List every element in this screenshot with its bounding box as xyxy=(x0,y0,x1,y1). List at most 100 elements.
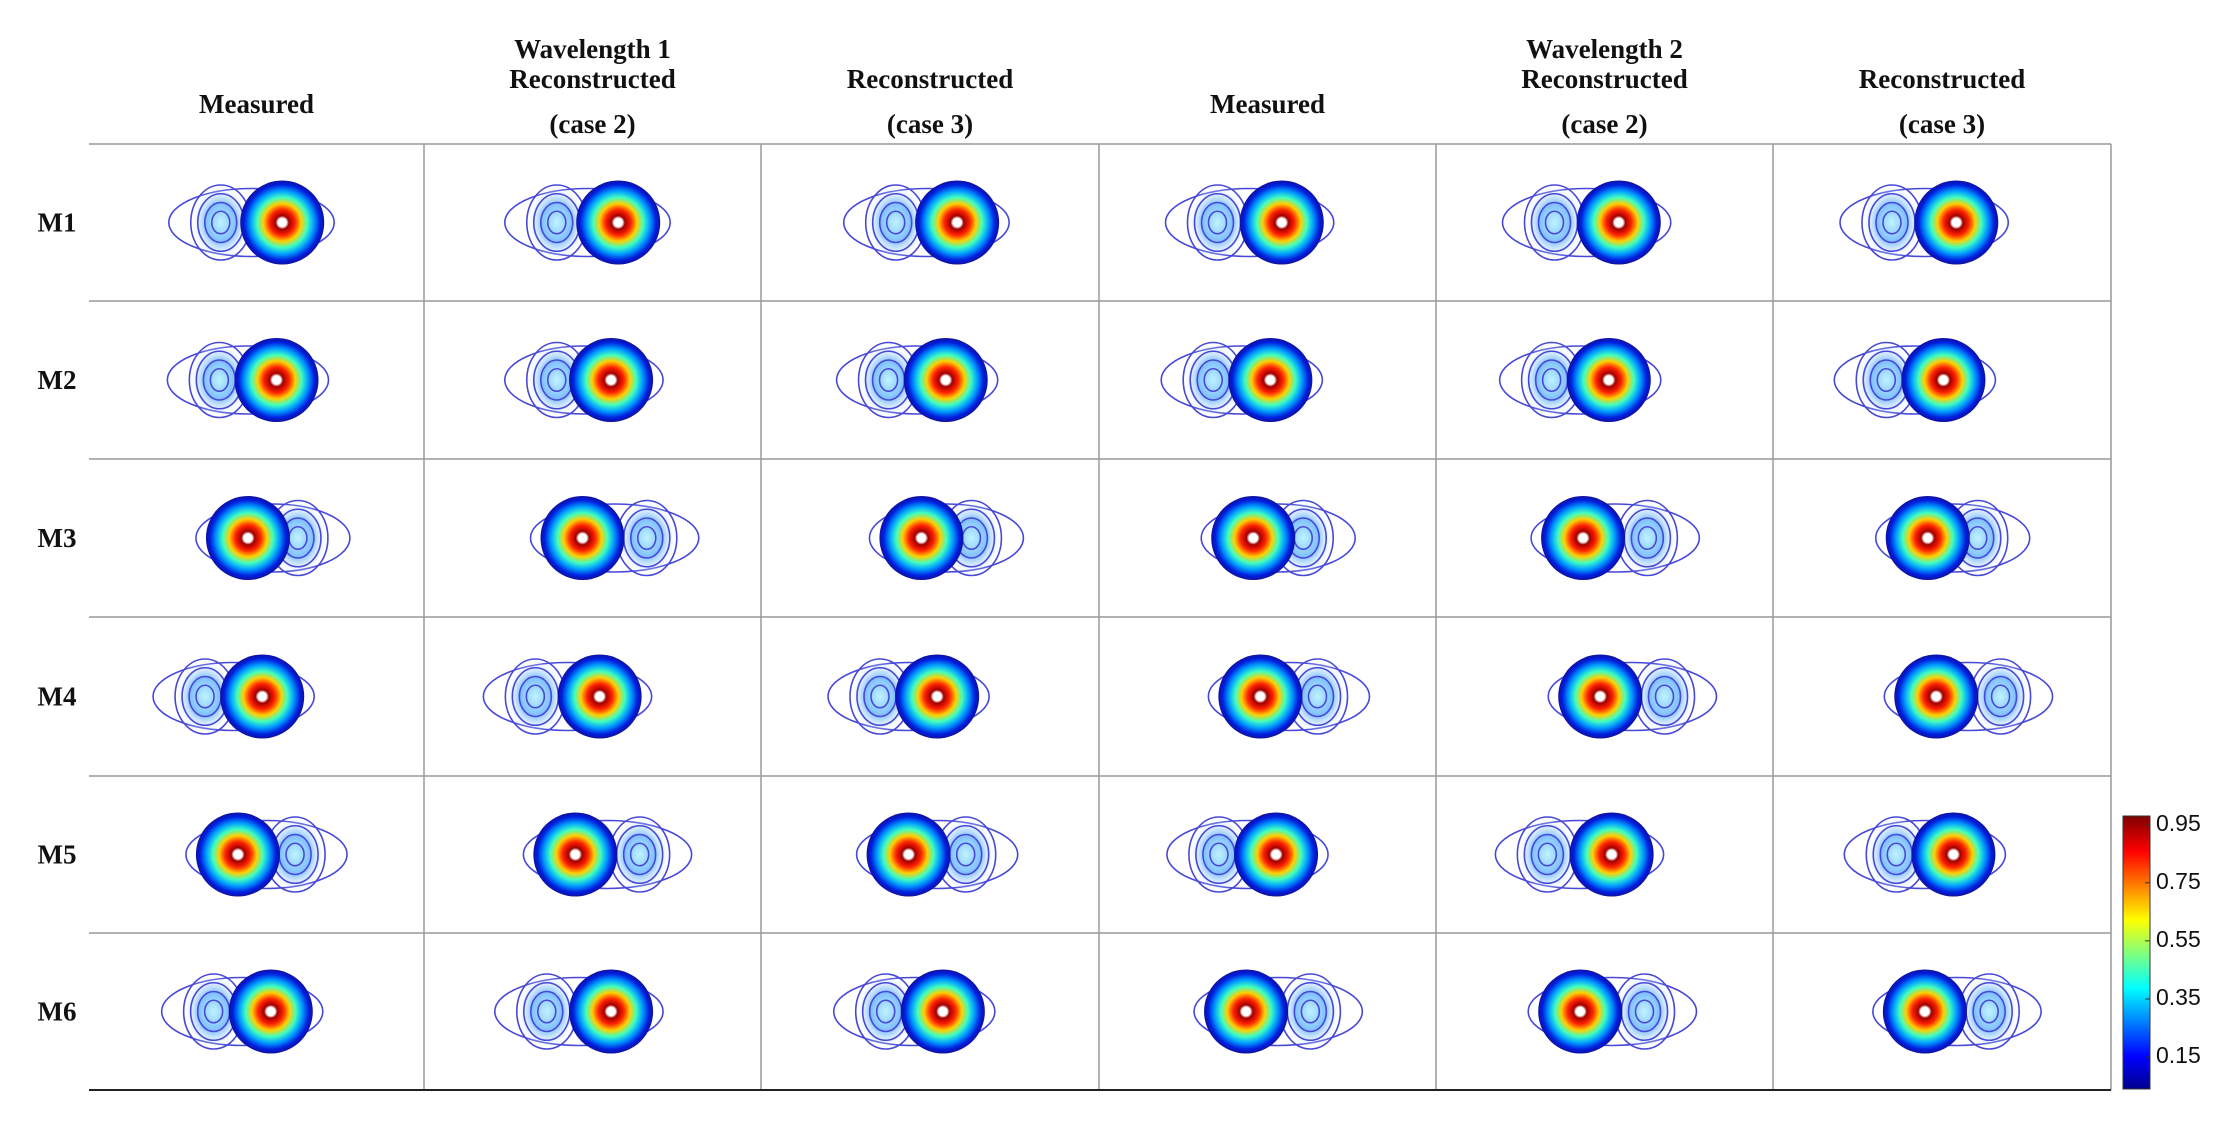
contour xyxy=(1839,187,2010,258)
lobe xyxy=(1970,658,2031,735)
contour xyxy=(629,517,664,559)
beam-pattern xyxy=(482,654,653,739)
contour xyxy=(629,842,650,867)
beam-pattern xyxy=(832,969,996,1054)
spot xyxy=(540,496,625,580)
spot xyxy=(1885,496,1970,580)
contour xyxy=(855,819,1019,890)
beam-pattern xyxy=(1883,654,2054,739)
spot xyxy=(1239,180,1324,265)
lobe xyxy=(526,342,587,418)
beam-pattern xyxy=(1200,496,1357,580)
contour xyxy=(827,661,990,732)
lobe xyxy=(1861,184,1922,261)
contour xyxy=(1983,675,2018,718)
contour xyxy=(1200,201,1235,244)
lobe xyxy=(849,658,910,735)
contour xyxy=(1494,819,1665,890)
contour xyxy=(1209,842,1229,867)
beam-pattern xyxy=(1530,496,1701,580)
beam-pattern xyxy=(1872,969,2042,1054)
beam-pattern xyxy=(1166,812,1329,897)
group-label: Wavelength 1 xyxy=(514,34,671,64)
contour xyxy=(1527,976,1698,1047)
column-header: Reconstructed xyxy=(1521,64,1687,94)
beam-pattern xyxy=(868,496,1025,580)
spot xyxy=(557,654,642,739)
colorbar xyxy=(2122,815,2151,1090)
spot xyxy=(533,812,618,897)
row-label: M6 xyxy=(38,997,77,1027)
lobe xyxy=(189,342,250,418)
spot xyxy=(1566,338,1651,422)
lobe xyxy=(1856,342,1917,418)
contour xyxy=(1537,201,1572,244)
contour xyxy=(539,201,574,244)
beam-pattern xyxy=(1547,654,1718,739)
spot xyxy=(569,969,654,1054)
contour xyxy=(1627,990,1662,1033)
spot xyxy=(240,180,325,265)
lobe xyxy=(1517,816,1578,893)
spot xyxy=(1569,812,1654,897)
contour xyxy=(1307,684,1328,709)
contour xyxy=(1876,367,1897,393)
contour xyxy=(482,661,653,732)
beam-pattern xyxy=(1207,654,1371,739)
lobe xyxy=(855,973,916,1050)
spot xyxy=(1882,969,1967,1054)
column-header: (case 2) xyxy=(1561,109,1647,139)
contour xyxy=(1972,990,2006,1033)
contour xyxy=(1872,976,2042,1047)
beam-pattern xyxy=(529,496,700,580)
spot xyxy=(903,338,988,422)
lobe xyxy=(1524,184,1585,261)
lobe xyxy=(609,816,670,893)
contour xyxy=(166,345,330,415)
colorbar-tick-label: 0.75 xyxy=(2156,868,2201,894)
spot xyxy=(1894,654,1979,739)
lobe xyxy=(183,973,244,1050)
lobe xyxy=(1617,500,1678,576)
contour xyxy=(1200,503,1357,573)
spot xyxy=(195,812,280,897)
contour xyxy=(1882,210,1902,235)
spot xyxy=(879,496,964,580)
contour xyxy=(1164,187,1335,258)
contour xyxy=(622,833,657,876)
beam-pattern xyxy=(1527,969,1698,1054)
contour xyxy=(1544,210,1565,235)
contour xyxy=(1203,367,1224,393)
contour xyxy=(529,990,564,1033)
contour xyxy=(503,187,672,258)
contour xyxy=(518,675,553,718)
spot xyxy=(220,654,305,739)
column-header: (case 3) xyxy=(887,109,973,139)
contour xyxy=(167,187,336,258)
contour xyxy=(195,503,351,573)
spot xyxy=(234,338,319,422)
contour xyxy=(536,999,557,1024)
lobe xyxy=(858,342,919,418)
spot xyxy=(1211,496,1296,580)
contour xyxy=(160,976,324,1047)
contour xyxy=(503,345,664,415)
beam-pattern xyxy=(1839,180,2010,265)
contour xyxy=(1501,187,1672,258)
lobe xyxy=(526,184,587,261)
beam-pattern xyxy=(167,180,336,265)
spot xyxy=(1228,338,1313,422)
spot xyxy=(569,338,654,422)
contour xyxy=(636,525,657,551)
contour xyxy=(1886,842,1907,867)
contour xyxy=(1874,503,2031,573)
contour xyxy=(522,819,693,890)
beam-pattern xyxy=(1833,338,1997,422)
spot xyxy=(915,180,1000,265)
contour xyxy=(868,503,1025,573)
row-label: M2 xyxy=(38,365,77,395)
contour xyxy=(493,976,664,1047)
spot xyxy=(1914,180,1999,265)
column-header: Reconstructed xyxy=(847,64,1013,94)
